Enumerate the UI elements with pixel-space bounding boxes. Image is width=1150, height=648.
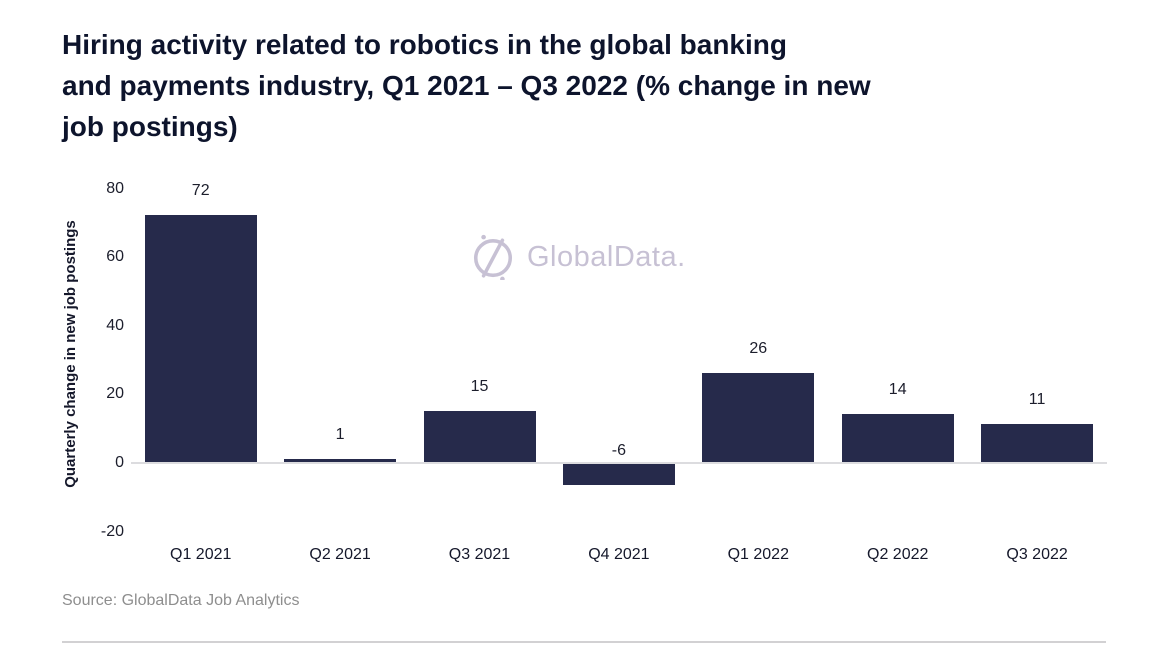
globaldata-watermark-text: GlobalData. [527, 240, 686, 273]
chart-title-line-3: job postings) [62, 111, 238, 142]
bar-value-label: 1 [335, 425, 345, 443]
bar-value-label: 72 [191, 182, 210, 200]
globaldata-watermark: GlobalData. [470, 234, 686, 280]
y-tick-label: 40 [106, 316, 124, 334]
y-tick-label: -20 [100, 522, 124, 540]
y-tick-label: 60 [106, 248, 124, 266]
chart-title: Hiring activity related to robotics in t… [62, 24, 1092, 147]
y-tick-label: 20 [106, 385, 124, 403]
y-tick-label: 0 [115, 454, 124, 471]
bar-value-label: 14 [888, 380, 907, 398]
zero-baseline [131, 462, 1107, 464]
x-tick-label: Q3 2021 [448, 546, 511, 563]
x-tick-label: Q2 2022 [867, 546, 929, 563]
plot-area: 72 Q1 2021 1 Q2 2021 15 Q3 2021 -6 Q4 2021 26 Q1 … [131, 170, 1107, 563]
bar-value-label: 11 [1028, 391, 1046, 409]
x-tick-label: Q3 2022 [1006, 546, 1068, 563]
bar-value-label: -6 [611, 442, 626, 459]
globaldata-compass-icon [473, 234, 513, 280]
x-tick-label: Q2 2021 [309, 546, 371, 563]
bar-q1-2022 [702, 372, 815, 462]
bar-q3-2022 [981, 424, 1094, 462]
bar-q1-2021 [144, 215, 257, 462]
x-tick-label: Q1 2021 [170, 546, 232, 563]
x-tick-label: Q4 2021 [588, 546, 650, 563]
bar-q4-2021 [562, 464, 675, 485]
bar-value-label: 15 [470, 377, 489, 395]
bar-q2-2021 [284, 458, 397, 462]
bar-value-label: 26 [749, 339, 768, 357]
source-text: Source: GlobalData Job Analytics [62, 592, 300, 609]
chart-title-line-1: Hiring activity related to robotics in t… [62, 29, 787, 60]
bar-q2-2022 [841, 413, 954, 462]
chart-title-line-2: and payments industry, Q1 2021 – Q3 2022… [62, 70, 871, 101]
bottom-divider [62, 641, 1106, 643]
bar-q3-2021 [423, 410, 536, 462]
y-tick-label: 80 [106, 179, 124, 197]
x-tick-label: Q1 2022 [727, 546, 789, 563]
